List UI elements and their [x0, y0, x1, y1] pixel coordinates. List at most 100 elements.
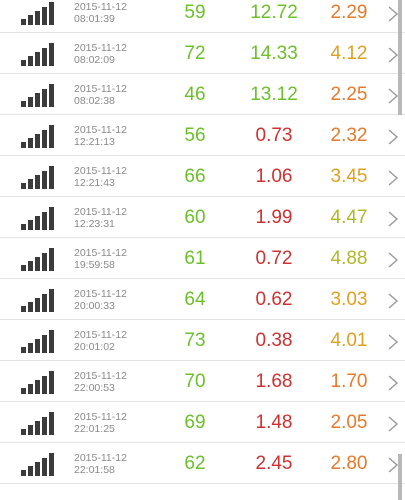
- chevron-right-icon[interactable]: [386, 210, 400, 228]
- list-item[interactable]: 2015-11-12 12:21:43 66 1.06 3.45: [0, 156, 405, 197]
- signal-strength-icon: [21, 248, 54, 271]
- value-2: 12.72: [250, 2, 298, 23]
- date-text: 2015-11-12: [74, 206, 127, 218]
- timestamp: 2015-11-12 19:59:58: [74, 247, 154, 271]
- timestamp: 2015-11-12 20:00:33: [74, 288, 154, 312]
- list-item[interactable]: 2015-11-12 12:23:31 60 1.99 4.47: [0, 197, 405, 238]
- list-item[interactable]: 2015-11-12 19:59:58 61 0.72 4.88: [0, 238, 405, 279]
- value-1: 61: [184, 248, 206, 269]
- value-2: 0.73: [255, 125, 293, 146]
- value-2: 1.68: [255, 371, 293, 392]
- signal-strength-icon: [21, 166, 54, 189]
- timestamp: 2015-11-12 22:00:53: [74, 370, 154, 394]
- timestamp: 2015-11-12 08:02:38: [74, 83, 154, 107]
- value-3: 2.25: [330, 84, 368, 105]
- timestamp: 2015-11-12 12:23:31: [74, 206, 154, 230]
- timestamp: 2015-11-12 22:01:25: [74, 411, 154, 435]
- date-text: 2015-11-12: [74, 42, 127, 54]
- date-text: 2015-11-12: [74, 247, 127, 259]
- chevron-right-icon[interactable]: [386, 87, 400, 105]
- chevron-right-icon[interactable]: [386, 46, 400, 64]
- date-text: 2015-11-12: [74, 165, 127, 177]
- value-1: 73: [184, 330, 206, 351]
- date-text: 2015-11-12: [74, 370, 127, 382]
- value-1: 60: [184, 207, 206, 228]
- value-1: 72: [184, 43, 206, 64]
- time-text: 12:23:31: [74, 218, 115, 230]
- chevron-right-icon[interactable]: [386, 5, 400, 23]
- value-3: 2.32: [330, 125, 368, 146]
- value-1: 62: [184, 453, 206, 474]
- chevron-right-icon[interactable]: [386, 456, 400, 474]
- signal-strength-icon: [21, 330, 54, 353]
- timestamp: 2015-11-12 20:01:02: [74, 329, 154, 353]
- signal-strength-icon: [21, 371, 54, 394]
- scrollbar-thumb-bottom[interactable]: [398, 454, 402, 500]
- time-text: 12:21:43: [74, 177, 115, 189]
- list-item[interactable]: 2015-11-12 08:01:39 59 12.72 2.29: [0, 0, 405, 33]
- list-item[interactable]: 2015-11-12 20:01:02 73 0.38 4.01: [0, 320, 405, 361]
- chevron-right-icon[interactable]: [386, 128, 400, 146]
- time-text: 20:00:33: [74, 300, 115, 312]
- value-3: 2.05: [330, 412, 368, 433]
- date-text: 2015-11-12: [74, 83, 127, 95]
- time-text: 22:01:25: [74, 423, 115, 435]
- chevron-right-icon[interactable]: [386, 251, 400, 269]
- time-text: 19:59:58: [74, 259, 115, 271]
- list-item[interactable]: 2015-11-12 22:00:53 70 1.68 1.70: [0, 361, 405, 402]
- list-item[interactable]: 2015-11-12 12:21:13 56 0.73 2.32: [0, 115, 405, 156]
- time-text: 12:21:13: [74, 136, 115, 148]
- value-2: 0.72: [255, 248, 293, 269]
- value-3: 4.88: [330, 248, 368, 269]
- signal-strength-icon: [21, 84, 54, 107]
- value-2: 2.45: [255, 453, 293, 474]
- list-item[interactable]: 2015-11-12 08:02:38 46 13.12 2.25: [0, 74, 405, 115]
- signal-strength-icon: [21, 453, 54, 476]
- value-1: 46: [184, 84, 206, 105]
- value-1: 69: [184, 412, 206, 433]
- chevron-right-icon[interactable]: [386, 374, 400, 392]
- value-2: 1.48: [255, 412, 293, 433]
- value-3: 4.12: [330, 43, 368, 64]
- time-text: 08:02:38: [74, 95, 115, 107]
- chevron-right-icon[interactable]: [386, 169, 400, 187]
- signal-strength-icon: [21, 43, 54, 66]
- value-2: 1.99: [255, 207, 293, 228]
- signal-strength-icon: [21, 289, 54, 312]
- date-text: 2015-11-12: [74, 124, 127, 136]
- value-2: 0.62: [255, 289, 293, 310]
- scrollbar-thumb[interactable]: [398, 0, 402, 115]
- chevron-right-icon[interactable]: [386, 415, 400, 433]
- value-1: 56: [184, 125, 206, 146]
- time-text: 08:02:09: [74, 54, 115, 66]
- date-text: 2015-11-12: [74, 1, 127, 13]
- chevron-right-icon[interactable]: [386, 333, 400, 351]
- time-text: 08:01:39: [74, 13, 115, 25]
- date-text: 2015-11-12: [74, 411, 127, 423]
- signal-strength-icon: [21, 2, 54, 25]
- value-3: 4.01: [330, 330, 368, 351]
- date-text: 2015-11-12: [74, 329, 127, 341]
- timestamp: 2015-11-12 12:21:13: [74, 124, 154, 148]
- list-item[interactable]: 2015-11-12 22:01:58 62 2.45 2.80: [0, 443, 405, 484]
- time-text: 22:00:53: [74, 382, 115, 394]
- timestamp: 2015-11-12 12:21:43: [74, 165, 154, 189]
- signal-strength-icon: [21, 207, 54, 230]
- results-list: 2015-11-12 08:01:39 59 12.72 2.29 2015-1…: [0, 0, 405, 484]
- value-3: 4.47: [330, 207, 368, 228]
- list-item[interactable]: 2015-11-12 08:02:09 72 14.33 4.12: [0, 33, 405, 74]
- value-2: 1.06: [255, 166, 293, 187]
- timestamp: 2015-11-12 08:01:39: [74, 1, 154, 25]
- list-item[interactable]: 2015-11-12 20:00:33 64 0.62 3.03: [0, 279, 405, 320]
- value-1: 64: [184, 289, 206, 310]
- value-1: 66: [184, 166, 206, 187]
- value-2: 14.33: [250, 43, 298, 64]
- list-item[interactable]: 2015-11-12 22:01:25 69 1.48 2.05: [0, 402, 405, 443]
- value-1: 70: [184, 371, 206, 392]
- date-text: 2015-11-12: [74, 288, 127, 300]
- value-1: 59: [184, 2, 206, 23]
- value-3: 2.29: [330, 2, 368, 23]
- value-3: 3.45: [330, 166, 368, 187]
- chevron-right-icon[interactable]: [386, 292, 400, 310]
- date-text: 2015-11-12: [74, 452, 127, 464]
